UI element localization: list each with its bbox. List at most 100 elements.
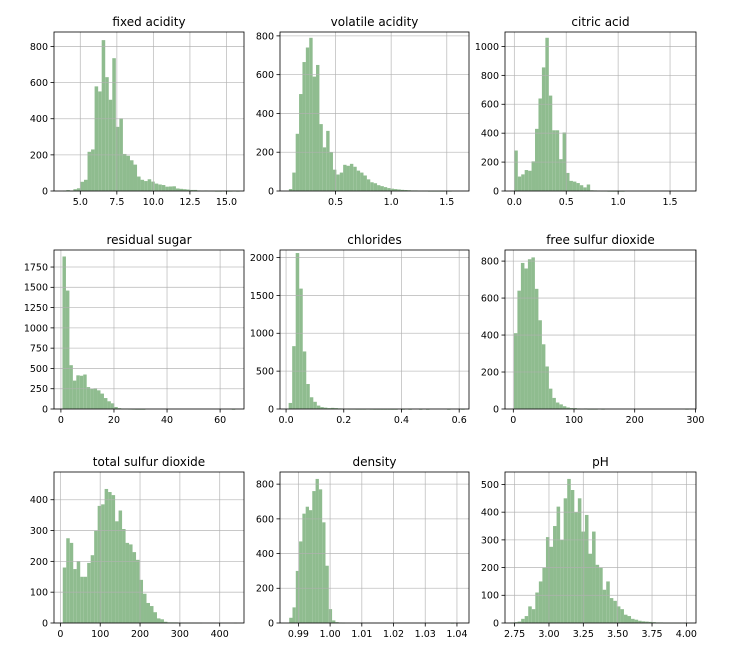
histogram-bar <box>76 188 81 191</box>
histogram-bar <box>90 388 94 409</box>
y-tick-label: 600 <box>256 514 274 525</box>
histogram-bar <box>334 408 338 409</box>
histogram-bar <box>313 401 317 409</box>
histogram-bar <box>299 288 303 409</box>
histogram-bar <box>531 257 535 409</box>
x-tick-label: 7.5 <box>109 197 124 208</box>
histogram-bar <box>79 375 84 409</box>
y-tick-label: 200 <box>256 148 274 159</box>
histogram-bar <box>193 189 198 191</box>
y-tick-label: 200 <box>481 563 499 574</box>
histogram-bar <box>161 185 166 191</box>
histogram-bar <box>158 184 162 191</box>
histogram-bar <box>73 189 77 191</box>
histogram-bar <box>112 58 116 192</box>
histogram-panel: 0 100 200 300 0 200 400 600 800 free sulfur dioxi… <box>481 233 705 426</box>
histogram-bar <box>292 607 296 623</box>
histogram-bar <box>645 621 649 623</box>
histogram-panel: 0 100 200 300 400 0 100 200 300 400 total sulfur d… <box>30 455 245 640</box>
histogram-bar <box>535 592 539 623</box>
histogram-title: fixed acidity <box>112 15 185 29</box>
histogram-bar <box>555 402 560 409</box>
histogram-bar <box>160 619 164 623</box>
histogram-bar <box>115 521 119 623</box>
histogram-bar <box>91 149 95 191</box>
histogram-bar <box>569 408 574 409</box>
x-tick-label: 0 <box>57 629 63 640</box>
x-tick-label: 4.00 <box>676 629 697 640</box>
y-tick-label: 0 <box>268 618 274 629</box>
histogram-bar <box>363 175 367 191</box>
y-tick-label: 200 <box>30 150 48 161</box>
histogram-bar <box>163 621 168 623</box>
x-tick-label: 1.0 <box>384 197 399 208</box>
histogram-bar <box>315 478 319 623</box>
y-tick-label: 100 <box>481 591 499 602</box>
histogram-bar <box>548 388 553 409</box>
histogram-bar <box>114 406 118 409</box>
x-tick-label: 100 <box>565 415 583 426</box>
histogram-bar <box>153 612 157 623</box>
histogram-bar <box>309 397 314 409</box>
histogram-bar <box>517 176 522 191</box>
histogram-bar <box>346 165 350 191</box>
x-tick-label: 20 <box>108 415 120 426</box>
histogram-bar <box>115 126 120 191</box>
histogram-bar <box>555 130 560 191</box>
histogram-bar <box>108 492 112 623</box>
histogram-bar <box>118 510 123 623</box>
histogram-bar <box>527 259 532 409</box>
y-tick-label: 2000 <box>250 253 274 264</box>
histogram-bar <box>545 37 549 191</box>
histogram-bar <box>305 506 309 623</box>
histogram-bar <box>73 569 77 623</box>
histogram-bar <box>556 506 561 623</box>
histogram-title: residual sugar <box>106 233 191 247</box>
histogram-bar <box>318 489 323 623</box>
axes-frame <box>53 31 245 192</box>
histogram-bar <box>627 616 632 623</box>
histogram-bar <box>570 490 575 623</box>
histogram-bar <box>394 189 398 191</box>
histogram-bar <box>648 621 653 623</box>
y-tick-label: 800 <box>481 71 499 82</box>
histogram-bar <box>373 183 378 191</box>
axes-frame <box>53 249 245 410</box>
histogram-bar <box>520 262 525 409</box>
histogram-bar <box>168 186 173 191</box>
histogram-bar <box>165 186 169 191</box>
histogram-bar <box>66 538 70 623</box>
histogram-bar <box>175 188 180 191</box>
histogram-bar <box>62 256 66 409</box>
histogram-bar <box>566 407 570 409</box>
histogram-bar <box>143 593 147 623</box>
histogram-bar <box>322 522 326 623</box>
y-tick-label: 1250 <box>24 303 48 314</box>
y-tick-label: 1000 <box>250 329 274 340</box>
y-tick-label: 250 <box>30 384 48 395</box>
histogram-bar <box>524 616 529 623</box>
histogram-title: volatile acidity <box>331 15 419 29</box>
histogram-bar <box>86 387 91 409</box>
histogram-bar <box>517 621 522 623</box>
y-tick-label: 600 <box>30 78 48 89</box>
histogram-bar <box>94 530 98 623</box>
histogram-bar <box>305 47 310 192</box>
histogram-bar <box>105 77 109 191</box>
histogram-bar <box>513 333 518 409</box>
histogram-bar <box>295 133 300 191</box>
histogram-bar <box>343 164 347 191</box>
histogram-bar <box>122 153 127 191</box>
y-tick-label: 600 <box>256 70 274 81</box>
histogram-bar <box>377 185 381 191</box>
histogram-bar <box>309 37 313 191</box>
x-tick-label: 0.5 <box>328 197 343 208</box>
histogram-bar <box>552 130 556 191</box>
histogram-bar <box>380 186 384 191</box>
histogram-bar <box>567 478 571 623</box>
histogram-bar <box>620 609 624 623</box>
x-tick-label: 1.5 <box>439 197 454 208</box>
x-tick-label: 200 <box>626 415 644 426</box>
histogram-bar <box>531 609 536 623</box>
histogram-bar <box>576 183 580 191</box>
